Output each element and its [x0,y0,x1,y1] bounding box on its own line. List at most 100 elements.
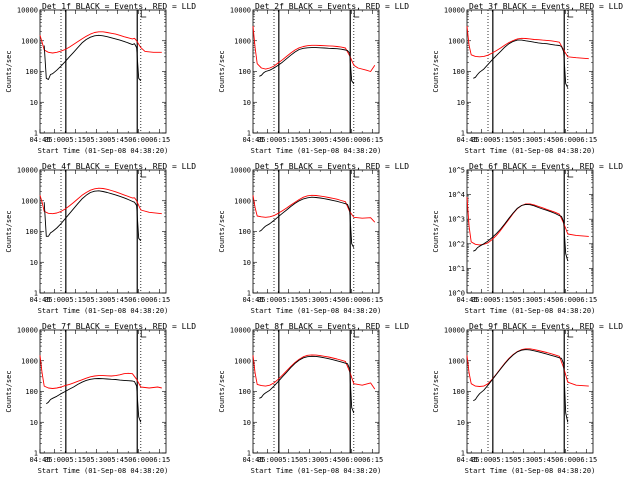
y-tick-label: 100 [25,228,38,236]
x-tick-label: 06:00 [128,456,149,464]
events-series [259,355,355,414]
y-axis-label: Counts/sec [218,370,226,412]
y-tick-label: 100 [238,68,251,76]
events-series [43,34,142,82]
y-tick-label: 1 [247,130,251,138]
y-tick-label: 10 [30,99,38,107]
bracket-marker [353,330,360,338]
x-tick-label: 05:00 [44,456,65,464]
events-series [473,39,569,88]
x-tick-label: 06:15 [362,456,383,464]
panel-title: Det 8f BLACK = Events, RED = LLD [255,322,409,331]
x-tick-label: 06:00 [341,136,362,144]
y-tick-label: 1 [34,130,38,138]
y-axis-label: Counts/sec [5,210,13,252]
x-axis-label: Start Time (01-Sep-08 04:38:20) [465,467,596,475]
x-tick-label: 04:45 [456,456,477,464]
y-axis-label: Counts/sec [5,370,13,412]
panel-title: Det 4f BLACK = Events, RED = LLD [42,162,196,171]
panel-title: Det 1f BLACK = Events, RED = LLD [42,2,196,11]
y-tick-label: 1 [34,290,38,298]
det-panel-9: Det 9f BLACK = Events, RED = LLD Counts/s… [432,322,623,475]
x-tick-label: 04:45 [242,296,263,304]
x-tick-label: 05:15 [65,296,86,304]
x-tick-label: 06:00 [555,296,576,304]
x-tick-label: 04:45 [242,456,263,464]
plot-frame [466,9,594,134]
lld-series [39,187,162,215]
y-tick-label: 100 [238,228,251,236]
bracket-marker [353,10,360,18]
x-tick-label: 05:30 [513,456,534,464]
y-tick-label: 10 [243,99,251,107]
plot-frame [252,169,380,294]
x-tick-label: 05:15 [278,456,299,464]
x-tick-label: 05:45 [320,136,341,144]
x-tick-label: 06:00 [128,296,149,304]
x-tick-label: 04:45 [29,296,50,304]
y-tick-label: 10 [243,259,251,267]
x-tick-label: 06:00 [555,456,576,464]
x-tick-label: 05:45 [534,296,555,304]
events-series [46,378,142,423]
x-tick-label: 04:45 [456,136,477,144]
x-tick-label: 06:15 [362,136,383,144]
y-tick-label: 10000 [230,327,251,335]
det-panel-7: Det 7f BLACK = Events, RED = LLD Counts/s… [5,322,196,475]
x-tick-label: 05:30 [299,456,320,464]
lld-series [252,354,376,390]
lld-series [466,348,589,387]
panel-title: Det 9f BLACK = Events, RED = LLD [469,322,623,331]
x-tick-label: 06:00 [341,296,362,304]
y-tick-label: 1 [247,290,251,298]
y-tick-label: 1 [461,130,465,138]
panel-title: Det 6f BLACK = Events, RED = LLD [469,162,623,171]
x-tick-label: 06:15 [149,296,170,304]
y-axis-label: Counts/sec [5,50,13,92]
bracket-marker [567,330,574,338]
panel-title: Det 2f BLACK = Events, RED = LLD [255,2,409,11]
events-series [259,196,355,248]
x-tick-label: 05:45 [320,456,341,464]
x-tick-label: 05:00 [471,136,492,144]
x-tick-label: 06:15 [576,456,597,464]
x-axis-label: Start Time (01-Sep-08 04:38:20) [251,467,382,475]
y-tick-label: 10000 [17,7,38,15]
x-tick-label: 05:30 [299,136,320,144]
det-panel-4: Det 4f BLACK = Events, RED = LLD Counts/s… [5,162,196,315]
det-panel-3: Det 3f BLACK = Events, RED = LLD Counts/s… [432,2,623,155]
y-tick-label: 1000 [21,37,38,45]
x-tick-label: 05:15 [492,136,513,144]
y-tick-label: 1 [34,450,38,458]
y-axis-label: Counts/sec [432,210,440,252]
x-tick-label: 05:15 [492,296,513,304]
x-tick-label: 05:45 [107,136,128,144]
lld-series [39,355,162,389]
det-panel-5: Det 5f BLACK = Events, RED = LLD Counts/s… [218,162,409,315]
y-tick-label: 1000 [21,197,38,205]
x-tick-label: 05:30 [86,136,107,144]
x-tick-label: 05:15 [278,136,299,144]
y-tick-label: 10000 [17,327,38,335]
y-tick-label: 10^2 [448,240,465,248]
y-tick-label: 1000 [21,357,38,365]
y-tick-label: 10000 [230,167,251,175]
x-tick-label: 05:00 [257,136,278,144]
bracket-marker [567,170,574,178]
x-tick-label: 05:00 [257,296,278,304]
x-tick-label: 05:00 [471,296,492,304]
events-series [259,47,355,84]
x-tick-label: 05:15 [65,456,86,464]
x-tick-label: 06:15 [149,456,170,464]
x-tick-label: 05:00 [44,136,65,144]
det-panel-2: Det 2f BLACK = Events, RED = LLD Counts/s… [218,2,409,155]
x-tick-label: 04:45 [242,136,263,144]
x-tick-label: 05:15 [278,296,299,304]
y-tick-label: 10 [457,99,465,107]
y-tick-label: 10^3 [448,216,465,224]
x-axis-label: Start Time (01-Sep-08 04:38:20) [251,147,382,155]
y-tick-label: 100 [238,388,251,396]
y-tick-label: 1000 [234,197,251,205]
x-tick-label: 04:45 [29,136,50,144]
